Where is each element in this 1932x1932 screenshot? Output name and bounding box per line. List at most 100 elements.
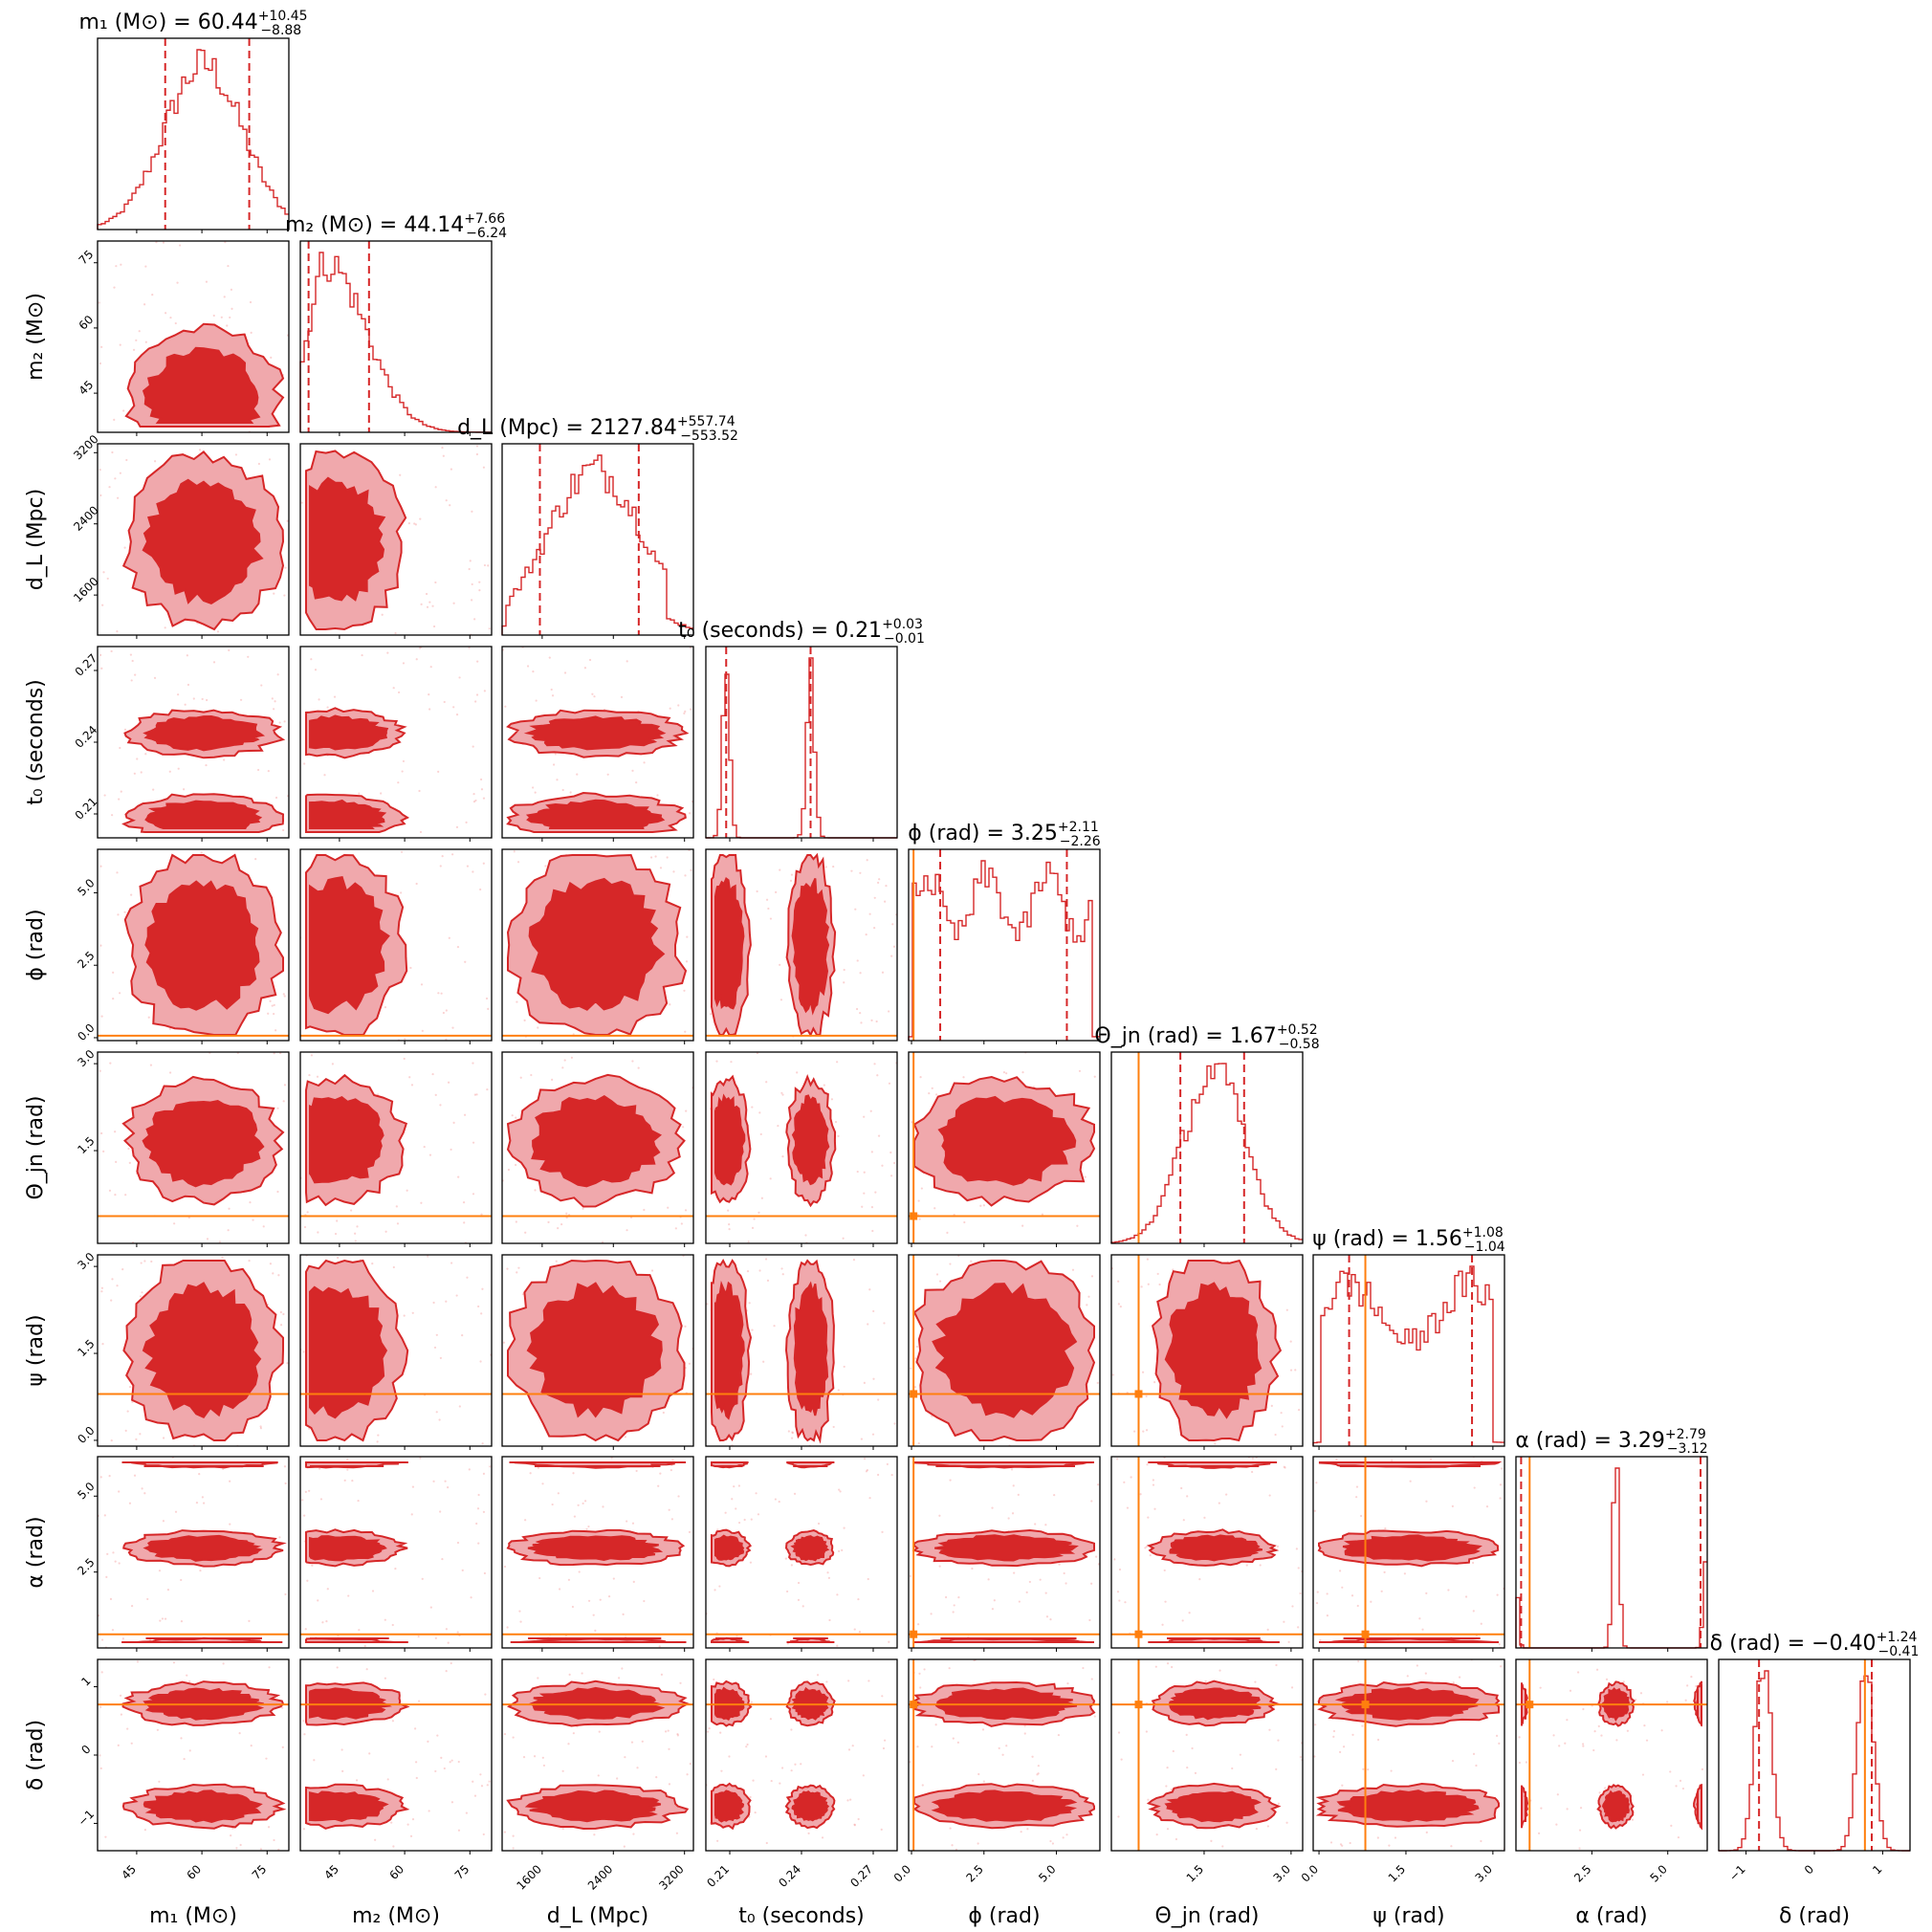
sample-dot [138, 330, 141, 333]
sample-dot [489, 1465, 492, 1468]
sample-dot [1339, 1750, 1342, 1753]
sample-dot [461, 1334, 464, 1337]
sample-dot [118, 1562, 121, 1565]
sample-dot [860, 1438, 864, 1440]
sample-dot [99, 1705, 102, 1708]
scatter-panel-dL-t0 [501, 646, 694, 839]
sample-dot [118, 1490, 121, 1493]
sample-dot [735, 1507, 737, 1510]
sample-dot [180, 1578, 183, 1582]
sample-dot [273, 1012, 275, 1016]
y-tick-label-delta: 1 [78, 1674, 93, 1688]
sample-dot [115, 265, 118, 268]
sample-dot [1268, 1494, 1271, 1497]
sample-dot [877, 1134, 881, 1137]
sample-dot [724, 1511, 727, 1514]
sample-dot [1191, 1746, 1194, 1750]
sample-dot [164, 626, 166, 629]
sample-dot [951, 1844, 954, 1847]
sample-dot [250, 331, 252, 334]
sample-dot [99, 494, 102, 497]
sample-dot [842, 1237, 845, 1240]
truth-point [1526, 1701, 1534, 1709]
sample-dot [522, 1756, 526, 1759]
sample-dot [970, 1260, 973, 1262]
sample-dot [283, 720, 286, 723]
y-axis-label-psi: ψ (rad) [24, 1314, 48, 1386]
x-tick-label-psi: 1.5 [1386, 1862, 1408, 1884]
sample-dot [471, 599, 473, 602]
sample-dot [541, 1482, 544, 1485]
sample-dot [177, 693, 180, 696]
sample-dot [731, 1498, 734, 1501]
sample-dot [472, 801, 476, 803]
sample-dot [118, 798, 121, 801]
panel-frame [501, 1456, 694, 1649]
sample-dot [1566, 1808, 1569, 1811]
sample-dot [1297, 1626, 1300, 1629]
sample-dot [1451, 1760, 1455, 1763]
sample-dot [485, 997, 489, 1000]
sample-dot [643, 1208, 646, 1212]
sample-dot [915, 1345, 919, 1349]
sample-dot [866, 1469, 869, 1472]
sample-dot [551, 694, 555, 697]
sample-dot [267, 1826, 271, 1829]
sample-dot [1598, 1791, 1601, 1794]
sample-dot [715, 1060, 718, 1063]
sample-dot [910, 1367, 912, 1370]
sample-dot [139, 1295, 143, 1298]
sample-dot [229, 316, 231, 319]
sample-dot [859, 871, 862, 874]
sample-dot [1498, 1742, 1501, 1745]
sample-dot [146, 1597, 149, 1601]
sample-dot [881, 1164, 884, 1167]
sample-dot [1117, 1815, 1120, 1818]
sample-dot [861, 1205, 864, 1208]
sample-dot [270, 356, 273, 360]
sample-dot [568, 1673, 571, 1676]
sample-dot [474, 700, 477, 703]
sample-dot [626, 660, 628, 663]
sample-dot [433, 1346, 437, 1350]
sample-dot [1280, 1412, 1283, 1415]
sample-dot [1447, 1589, 1450, 1592]
sample-dot [1690, 1676, 1693, 1679]
y-tick-label-delta: 0 [78, 1743, 93, 1757]
sample-dot [863, 1192, 866, 1195]
contour-inner [1169, 1534, 1263, 1562]
sample-dot [319, 1498, 323, 1501]
sample-dot [464, 960, 467, 963]
sample-dot [680, 1222, 683, 1225]
sample-dot [1276, 1545, 1280, 1548]
sample-dot [176, 281, 179, 284]
sample-dot [128, 1385, 132, 1389]
y-axis-label-alpha: α (rad) [24, 1516, 48, 1588]
sample-dot [128, 1161, 131, 1165]
sample-dot [331, 1063, 335, 1065]
sample-dot [206, 1238, 209, 1240]
sample-dot [1111, 1373, 1114, 1376]
sample-dot [391, 1623, 394, 1627]
sample-dot [770, 1779, 773, 1783]
sample-dot [512, 1736, 515, 1739]
sample-dot [103, 794, 106, 797]
sample-dot [273, 1052, 275, 1055]
x-tick-label-theta: 1.5 [1184, 1862, 1206, 1884]
sample-dot [482, 1833, 485, 1836]
sample-dot [1161, 1623, 1164, 1626]
sample-dot [120, 1694, 122, 1697]
y-tick-label-psi: 1.5 [75, 1337, 97, 1359]
sample-dot [450, 468, 452, 471]
sample-dot [482, 466, 485, 469]
sample-dot [432, 1301, 435, 1305]
sample-dot [408, 1076, 411, 1079]
sample-dot [248, 1619, 251, 1622]
sample-dot [130, 1605, 134, 1608]
sample-dot [1020, 1831, 1022, 1833]
sample-dot [928, 1092, 931, 1095]
sample-dot [326, 706, 329, 709]
sample-dot [977, 1772, 980, 1776]
sample-dot [1326, 1614, 1329, 1617]
scatter-panel-dL-theta [501, 1051, 694, 1244]
